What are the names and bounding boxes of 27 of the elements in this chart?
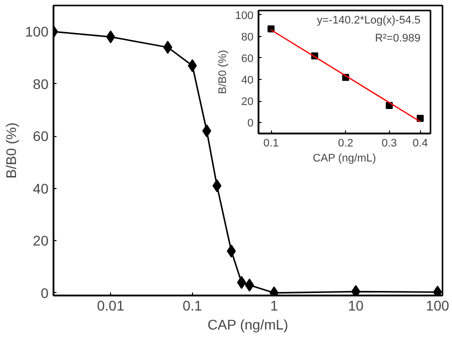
annotation: R²=0.989 — [374, 32, 421, 44]
y-tick-label: 20 — [32, 232, 49, 249]
x-axis-title: CAP (ng/mL) — [312, 152, 376, 164]
x-tick-label: 0.1 — [263, 138, 279, 150]
x-tick-label: 100 — [426, 298, 450, 314]
x-tick-label: 1 — [270, 298, 278, 314]
y-tick-label: 40 — [241, 74, 254, 87]
y-tick-label: 60 — [32, 128, 49, 144]
y-tick-label: 100 — [235, 10, 254, 22]
x-axis-title: CAP (ng/mL) — [208, 316, 288, 332]
x-tick-label: 0.1 — [182, 298, 202, 314]
y-tick-label: 80 — [32, 76, 49, 92]
x-tick-label: 0.4 — [412, 138, 428, 150]
y-axis-title: B/B0 (%) — [217, 50, 230, 94]
y-axis-title: B/B0 (%) — [3, 122, 20, 179]
y-tick-label: 0 — [40, 284, 49, 301]
x-tick-label: 0.2 — [338, 138, 354, 150]
y-tick-label: 0 — [247, 118, 254, 130]
x-tick-label: 0.3 — [382, 138, 397, 150]
x-tick-label: 10 — [348, 298, 364, 314]
annotation: y=-140.2*Log(x)-54.5 — [316, 14, 421, 26]
y-tick-label: 100 — [25, 24, 49, 40]
y-tick-label: 80 — [241, 31, 254, 44]
y-tick-label: 60 — [241, 52, 254, 65]
y-tick-label: 20 — [241, 96, 254, 108]
y-tick-label: 40 — [32, 180, 49, 196]
x-tick-label: 0.01 — [97, 298, 124, 314]
